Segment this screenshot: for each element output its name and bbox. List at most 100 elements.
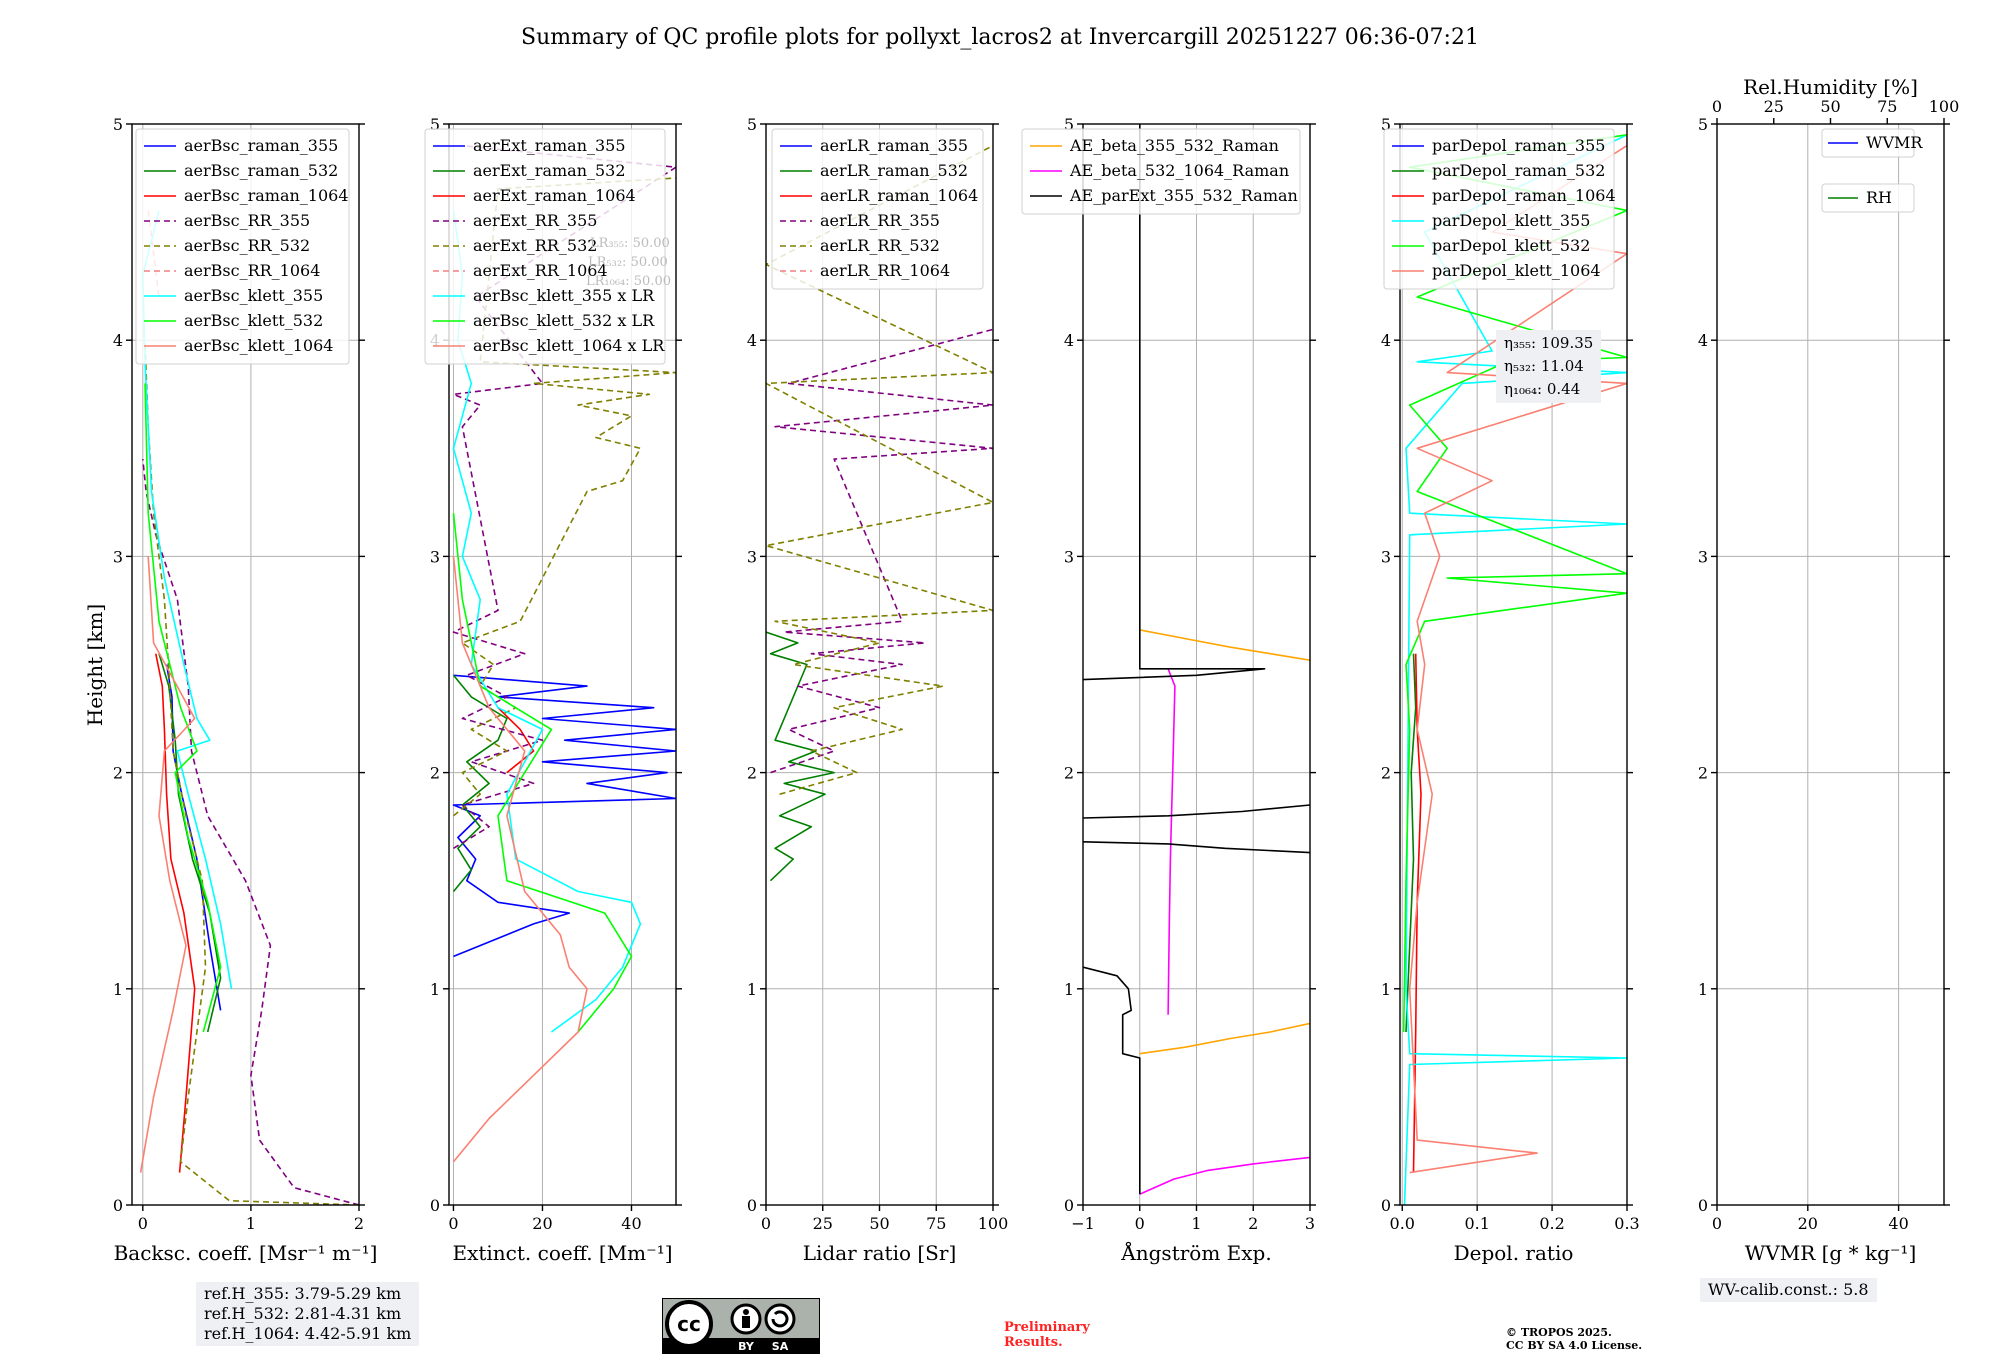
y-tick-label: 2: [430, 764, 440, 783]
series-group: [452, 144, 676, 1163]
y-tick-label: 1: [747, 980, 757, 999]
y-tick-label: 5: [1698, 115, 1708, 134]
y-tick-label: 0: [1381, 1196, 1391, 1215]
x-tick-label: 2: [354, 1214, 364, 1233]
panel-extinction: 02040012345Extinct. coeff. [Mm⁻¹] aerExt…: [424, 115, 682, 1265]
eta-1064: η₁₀₆₄: 0.44: [1504, 380, 1581, 398]
legend-box: [1821, 183, 1915, 213]
legend-label: aerExt_raman_532: [473, 161, 626, 180]
x-tick-label: 20: [532, 1214, 552, 1233]
legend-label: aerExt_RR_532: [473, 236, 597, 255]
ref-height-355: ref.H_355: 3.79-5.29 km: [204, 1284, 402, 1303]
x-tick-label: 25: [813, 1214, 833, 1233]
series-line: [144, 340, 359, 1205]
legend-label: aerBsc_raman_532: [184, 161, 338, 180]
wv-calibration-box: WV-calib.const.: 5.8: [1700, 1278, 1877, 1302]
series-line: [1405, 653, 1417, 1033]
series-line: [1408, 134, 1627, 1174]
x-axis-label: WVMR [g * kg⁻¹]: [1745, 1241, 1917, 1265]
legend: AE_beta_355_532_Raman AE_beta_532_1064_Ra…: [1021, 128, 1301, 215]
y-tick-label: 2: [1381, 764, 1391, 783]
axes-frame: [1716, 123, 1945, 1206]
x-tick-label: 40: [621, 1214, 641, 1233]
y-tick-label: 0: [747, 1196, 757, 1215]
x-axis-label: Lidar ratio [Sr]: [803, 1241, 957, 1265]
series-line: [155, 653, 196, 1173]
y-tick-label: 0: [1698, 1196, 1708, 1215]
series-line: [1083, 804, 1310, 819]
x-tick-label: 20: [1798, 1214, 1818, 1233]
legend-box: [1821, 128, 1915, 158]
y-tick-label: 3: [1064, 547, 1074, 566]
legend-label: aerBsc_RR_1064: [184, 261, 320, 280]
series-line: [452, 177, 676, 817]
series-line: [452, 144, 676, 849]
series-line: [1083, 841, 1310, 854]
figure-title: Summary of QC profile plots for pollyxt_…: [521, 25, 1479, 50]
tick-group: 02040012345Extinct. coeff. [Mm⁻¹]: [430, 115, 682, 1265]
y-tick-label: 5: [430, 115, 440, 134]
legend-label: parDepol_klett_1064: [1432, 261, 1601, 280]
x-axis-label: Backsc. coeff. [Msr⁻¹ m⁻¹]: [114, 1241, 378, 1265]
ref-height-1064: ref.H_1064: 4.42-5.91 km: [204, 1324, 412, 1343]
series-line: [1403, 134, 1627, 1205]
legend-label: aerBsc_klett_1064 x LR: [473, 336, 665, 355]
legend-label: aerExt_RR_1064: [473, 261, 608, 280]
tick-group: 0 1 2 0 1 2 3 4 5 Backsc. coeff. [Msr⁻¹ m⁻¹]: [113, 115, 378, 1265]
y-axis-label: Height [km]: [83, 604, 107, 726]
grid: [1082, 123, 1311, 1206]
legend-label: aerBsc_klett_355 x LR: [473, 286, 655, 305]
x-tick-label: 0.1: [1464, 1214, 1489, 1233]
legend-label: AE_beta_355_532_Raman: [1069, 136, 1279, 155]
series-line: [1412, 653, 1422, 1173]
legend-label: AE_parExt_355_532_Raman: [1069, 186, 1298, 205]
y-tick-label: 1: [430, 980, 440, 999]
x-tick-label: 0: [761, 1214, 771, 1233]
legend-label: aerLR_RR_532: [820, 236, 940, 255]
series-line: [452, 556, 588, 1163]
series-line: [139, 556, 196, 1173]
x-tick-label: 1: [1191, 1214, 1201, 1233]
x-axis-label: Depol. ratio: [1454, 1241, 1574, 1265]
y-tick-label: 2: [747, 764, 757, 783]
cc-license-badge: cc BY SA: [661, 1297, 821, 1355]
y-tick-label: 4: [113, 331, 123, 350]
x-tick-label: 40: [1888, 1214, 1908, 1233]
cc-logo-icon: [665, 1300, 713, 1348]
panel-lidar-ratio: 0 25 50 75 100 0 1 2 3 4 5 Lidar ratio [Sr] aerLR_r…: [747, 115, 1008, 1265]
panel-wvmr: 0 20 40 0 1 2 3 4 5 WVMR [g * kg⁻¹] 0 25 50 75 100 Rel.…: [1698, 75, 1959, 1265]
legend-label: parDepol_klett_355: [1432, 211, 1590, 230]
legend-label: RH: [1866, 188, 1892, 207]
series-line: [142, 210, 233, 989]
legend: parDepol_raman_355 parDepol_raman_532 parD…: [1383, 128, 1616, 290]
y-tick-label: 0: [430, 1196, 440, 1215]
share-alike-icon: [764, 1303, 796, 1335]
series-line: [1139, 629, 1310, 661]
eta-box: η₃₅₅: 109.35 η₅₃₂: 11.04 η₁₀₆₄: 0.44: [1496, 330, 1602, 403]
legend-label: WVMR: [1866, 133, 1923, 152]
by-label: BY: [738, 1340, 755, 1353]
series-group: [766, 144, 993, 882]
y-tick-label: 5: [747, 115, 757, 134]
y-tick-label: 4: [747, 331, 757, 350]
series-line: [1139, 1022, 1310, 1055]
x-tick-label: 0: [1712, 1214, 1722, 1233]
y-tick-label: 1: [1064, 980, 1074, 999]
legend-box: [424, 128, 666, 365]
top-x-tick-label: 0: [1712, 97, 1722, 116]
top-x-tick-label: 50: [1820, 97, 1840, 116]
top-x-tick-label: 75: [1877, 97, 1897, 116]
legend-box: [1021, 128, 1301, 215]
legend-label: aerLR_raman_355: [820, 136, 968, 155]
legend-label: aerLR_raman_1064: [820, 186, 978, 205]
y-tick-label: 3: [1698, 547, 1708, 566]
copyright-note: © TROPOS 2025. CC BY SA 4.0 License.: [1506, 1326, 1642, 1352]
x-tick-label: 0.2: [1539, 1214, 1564, 1233]
legend-label: aerBsc_RR_532: [184, 236, 310, 255]
legend-label: aerLR_raman_532: [820, 161, 968, 180]
x-tick-label: 0.0: [1390, 1214, 1415, 1233]
legend-label: aerExt_raman_355: [473, 136, 626, 155]
legend-label: aerBsc_klett_532: [184, 311, 323, 330]
legend-label: aerExt_RR_355: [473, 211, 597, 230]
